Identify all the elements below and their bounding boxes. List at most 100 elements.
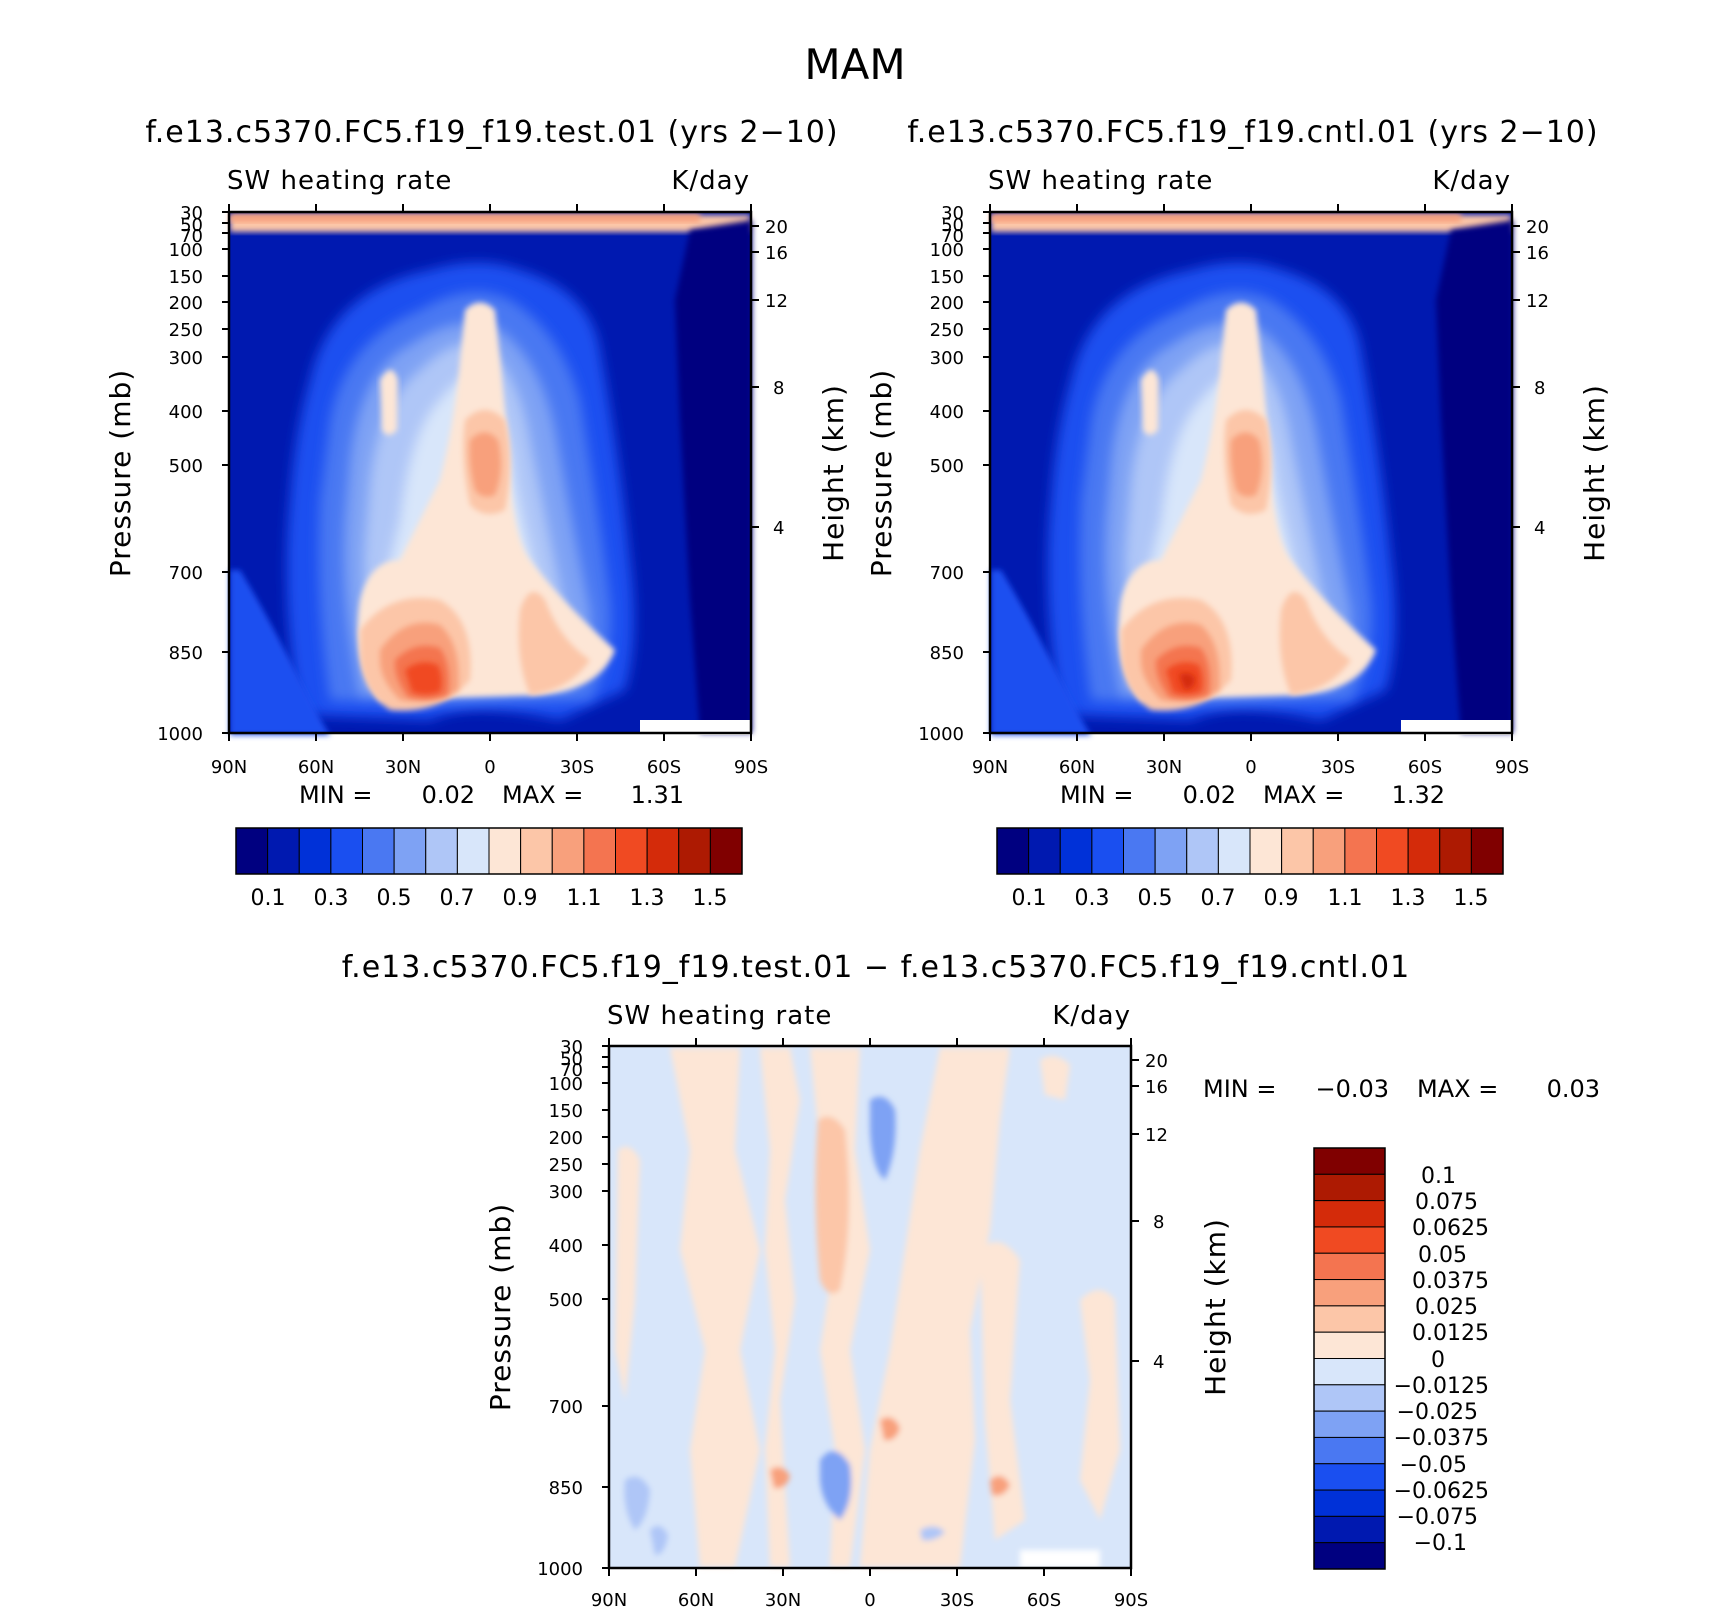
colorbar-label: 0.5 <box>377 886 412 911</box>
height-tick-label: 4 <box>1153 1352 1164 1373</box>
y-tick-label: 500 <box>549 1290 583 1311</box>
colorbar-label: 0.05 <box>1418 1243 1467 1268</box>
y-tick-label: 50 <box>941 215 964 236</box>
colorbar-label: −0.0375 <box>1394 1426 1489 1451</box>
panel-diff-colorbar-labels: 0.1 0.075 0.0625 0.05 0.0375 0.025 0.012… <box>1394 1164 1489 1556</box>
colorbar-label: 0.3 <box>1075 886 1110 911</box>
colorbar-cell <box>996 827 1030 875</box>
x-tick-label: 90N <box>211 757 247 778</box>
colorbar-cell <box>298 827 332 875</box>
x-tick-label: 60N <box>678 1590 714 1611</box>
colorbar-cell <box>1249 827 1283 875</box>
colorbar-cell <box>1313 1515 1386 1544</box>
height-tick-label: 20 <box>765 217 788 238</box>
panel-cntl-ylabel-right: Height (km) <box>1578 384 1611 562</box>
min-label: MIN = <box>1060 781 1133 809</box>
colorbar-cell <box>551 827 585 875</box>
panel-diff-y-ticks: 30 50 70 100 150 200 250 300 400 500 700… <box>537 1037 583 1580</box>
colorbar-label: 0.1 <box>1421 1164 1456 1189</box>
height-tick-label: 12 <box>765 291 788 312</box>
colorbar-cell <box>330 827 364 875</box>
colorbar-cell <box>488 827 522 875</box>
x-tick-label: 30N <box>385 757 421 778</box>
y-tick-label: 700 <box>169 563 203 584</box>
colorbar-label: 0.3 <box>314 886 349 911</box>
height-tick-label: 8 <box>773 378 784 399</box>
colorbar-cell <box>1091 827 1125 875</box>
colorbar-cell <box>1217 827 1251 875</box>
colorbar-cell <box>456 827 490 875</box>
y-tick-label: 150 <box>549 1101 583 1122</box>
y-tick-label: 70 <box>560 1060 583 1081</box>
y-tick-label: 400 <box>930 402 964 423</box>
panel-cntl: f.e13.c5370.FC5.f19_f19.cntl.01 (yrs 2−1… <box>865 115 1611 911</box>
panel-test-x-ticks: 90N 60N 30N 0 30S 60S 90S <box>211 757 768 778</box>
colorbar-label: 1.3 <box>630 886 665 911</box>
y-tick-label: 200 <box>549 1128 583 1149</box>
colorbar-cell <box>615 827 648 875</box>
panel-cntl-variable: SW heating rate <box>988 166 1213 196</box>
min-value: 0.02 <box>422 781 475 809</box>
y-tick-label: 250 <box>549 1155 583 1176</box>
y-tick-label: 200 <box>169 293 203 314</box>
panel-test-plot-area <box>222 204 759 741</box>
height-tick-label: 16 <box>1526 243 1549 264</box>
panel-test-ylabel: Pressure (mb) <box>104 369 137 577</box>
colorbar-cell <box>1313 1463 1386 1491</box>
panel-test-y-ticks: 30 50 70 100 150 200 250 300 400 500 700… <box>157 203 203 745</box>
y-tick-label: 100 <box>930 240 964 261</box>
panel-cntl-y-ticks-right: 20 16 12 8 4 <box>1526 217 1549 539</box>
panel-test-colorbar <box>235 827 743 875</box>
x-tick-label: 90N <box>972 757 1008 778</box>
y-tick-label: 850 <box>549 1478 583 1499</box>
height-tick-label: 16 <box>765 243 788 264</box>
y-tick-label: 250 <box>930 320 964 341</box>
colorbar-cell <box>267 827 300 875</box>
colorbar-cell <box>1407 827 1441 875</box>
y-tick-label: 50 <box>180 215 203 236</box>
y-tick-label: 850 <box>169 643 203 664</box>
colorbar-cell <box>1313 1252 1386 1281</box>
height-tick-label: 4 <box>1534 518 1545 539</box>
colorbar-cell <box>1313 1410 1386 1438</box>
y-tick-label: 700 <box>549 1397 583 1418</box>
height-tick-label: 16 <box>1145 1077 1168 1098</box>
x-tick-label: 60S <box>1027 1590 1061 1611</box>
colorbar-label: −0.0125 <box>1394 1374 1489 1399</box>
max-label: MAX = <box>1263 781 1344 809</box>
y-tick-label: 150 <box>930 267 964 288</box>
panel-cntl-colorbar-labels: 0.1 0.3 0.5 0.7 0.9 1.1 1.3 1.5 <box>1012 886 1489 911</box>
panel-diff-ylabel-right: Height (km) <box>1199 1218 1232 1396</box>
colorbar-cell <box>1470 827 1504 875</box>
x-tick-label: 0 <box>484 757 495 778</box>
colorbar-cell <box>1313 1384 1386 1412</box>
panel-test-title: f.e13.c5370.FC5.f19_f19.test.01 (yrs 2−1… <box>145 115 838 150</box>
panel-cntl-y-ticks: 30 50 70 100 150 200 250 300 400 500 700… <box>918 203 964 745</box>
y-tick-label: 400 <box>549 1236 583 1257</box>
colorbar-cell <box>1313 1542 1386 1570</box>
colorbar-label: 0.0125 <box>1412 1321 1489 1346</box>
colorbar-cell <box>1313 1226 1386 1254</box>
min-label: MIN = <box>1203 1075 1276 1103</box>
y-tick-label: 1000 <box>918 724 964 745</box>
figure-title: MAM <box>804 40 905 89</box>
x-tick-label: 30S <box>560 757 594 778</box>
panel-cntl-title: f.e13.c5370.FC5.f19_f19.cntl.01 (yrs 2−1… <box>907 115 1598 150</box>
colorbar-cell <box>1123 827 1156 875</box>
colorbar-label: −0.05 <box>1400 1453 1467 1478</box>
colorbar-cell <box>1028 827 1061 875</box>
colorbar-cell <box>1313 1489 1386 1517</box>
colorbar-cell <box>235 827 269 875</box>
panel-diff-x-ticks: 90N 60N 30N 0 30S 60S 90S <box>591 1590 1148 1611</box>
colorbar-cell <box>678 827 711 875</box>
x-tick-label: 30N <box>1146 757 1182 778</box>
panel-cntl-plot-area <box>983 204 1520 741</box>
x-tick-label: 0 <box>1245 757 1256 778</box>
colorbar-cell <box>1313 1331 1386 1359</box>
min-value: 0.02 <box>1183 781 1236 809</box>
y-tick-label: 70 <box>941 226 964 247</box>
x-tick-label: 30S <box>1321 757 1355 778</box>
x-tick-label: 60S <box>1408 757 1442 778</box>
colorbar-cell <box>1313 1279 1386 1307</box>
panel-diff-title: f.e13.c5370.FC5.f19_f19.test.01 − f.e13.… <box>342 950 1410 985</box>
